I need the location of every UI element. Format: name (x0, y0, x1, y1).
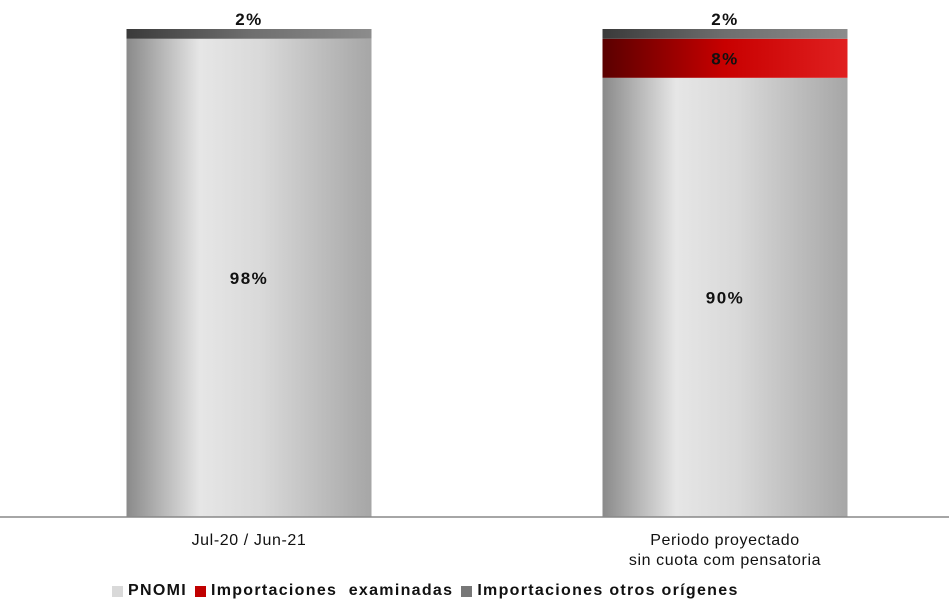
legend: PNOMI Importaciones examinadas Importaci… (112, 580, 747, 602)
x-tick-label-2-line-1: Periodo proyectado (650, 532, 800, 549)
legend-label-importaciones-examinadas: Importaciones examinadas (210, 582, 454, 599)
x-tick-label-2-line-2: sin cuota com pensatoria (629, 552, 821, 569)
bar-importaciones-examinadas-2 (602, 38, 848, 78)
legend-label-importaciones-otros-origenes: Importaciones otros orígenes (477, 582, 739, 599)
bar-importaciones-otros-origenes-1 (126, 29, 372, 39)
bar-importaciones-otros-origenes-2 (602, 29, 848, 39)
data-label-importaciones-otros-origenes-2: 2% (711, 10, 739, 29)
legend-item-importaciones-examinadas: Importaciones examinadas (194, 582, 454, 600)
bar-pnomi-2 (602, 77, 848, 518)
x-tick-label-1: Jul-20 / Jun-21 (192, 532, 307, 549)
bar-pnomi-1 (126, 38, 372, 517)
legend-label-pnomi: PNOMI (128, 582, 187, 599)
legend-item-importaciones-otros-origenes: Importaciones otros orígenes (461, 582, 738, 600)
data-label-importaciones-otros-origenes-1: 2% (235, 10, 263, 29)
legend-swatch-importaciones-examinadas (194, 585, 206, 597)
data-label-importaciones-examinadas-2: 8% (711, 49, 739, 68)
data-label-pnomi-1: 98% (230, 269, 269, 288)
legend-swatch-pnomi (112, 585, 123, 597)
data-label-pnomi-2: 90% (706, 288, 745, 307)
legend-item-pnomi: PNOMI (112, 582, 187, 600)
legend-swatch-importaciones-otros-origenes (461, 585, 473, 597)
